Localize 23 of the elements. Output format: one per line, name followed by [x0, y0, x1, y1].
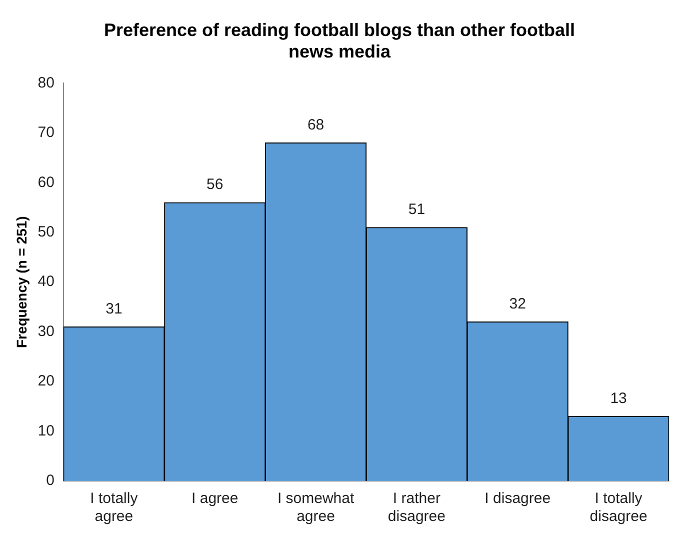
data-label: 31 — [106, 300, 122, 318]
y-tick-label: 0 — [46, 472, 54, 490]
x-tick-label: I totally agree — [90, 490, 138, 526]
y-tick-label: 40 — [38, 273, 54, 290]
y-tick-label: 70 — [38, 124, 54, 142]
y-tick-label: 20 — [38, 372, 54, 390]
x-tick-label: I rather disagree — [388, 490, 446, 526]
data-label: 13 — [610, 390, 627, 407]
data-label: 56 — [206, 176, 224, 194]
chart-title: Preference of reading football blogs than other football news media — [104, 20, 576, 62]
data-label: 32 — [509, 296, 526, 313]
y-tick-label: 60 — [38, 174, 54, 191]
y-tick-label: 10 — [38, 422, 54, 440]
data-label: 51 — [408, 201, 426, 218]
data-label: 68 — [307, 116, 324, 134]
y-tick-label: 30 — [38, 322, 54, 340]
x-tick-label: I agree — [192, 490, 238, 508]
y-tick-label: 50 — [38, 224, 54, 241]
y-tick-label: 80 — [38, 74, 54, 92]
x-tick-label: I disagree — [484, 490, 551, 508]
x-tick-label: I somewhat agree — [277, 490, 355, 526]
y-axis-title: Frequency (n = 251) — [13, 216, 30, 348]
x-tick-label: I totally disagree — [590, 490, 648, 526]
